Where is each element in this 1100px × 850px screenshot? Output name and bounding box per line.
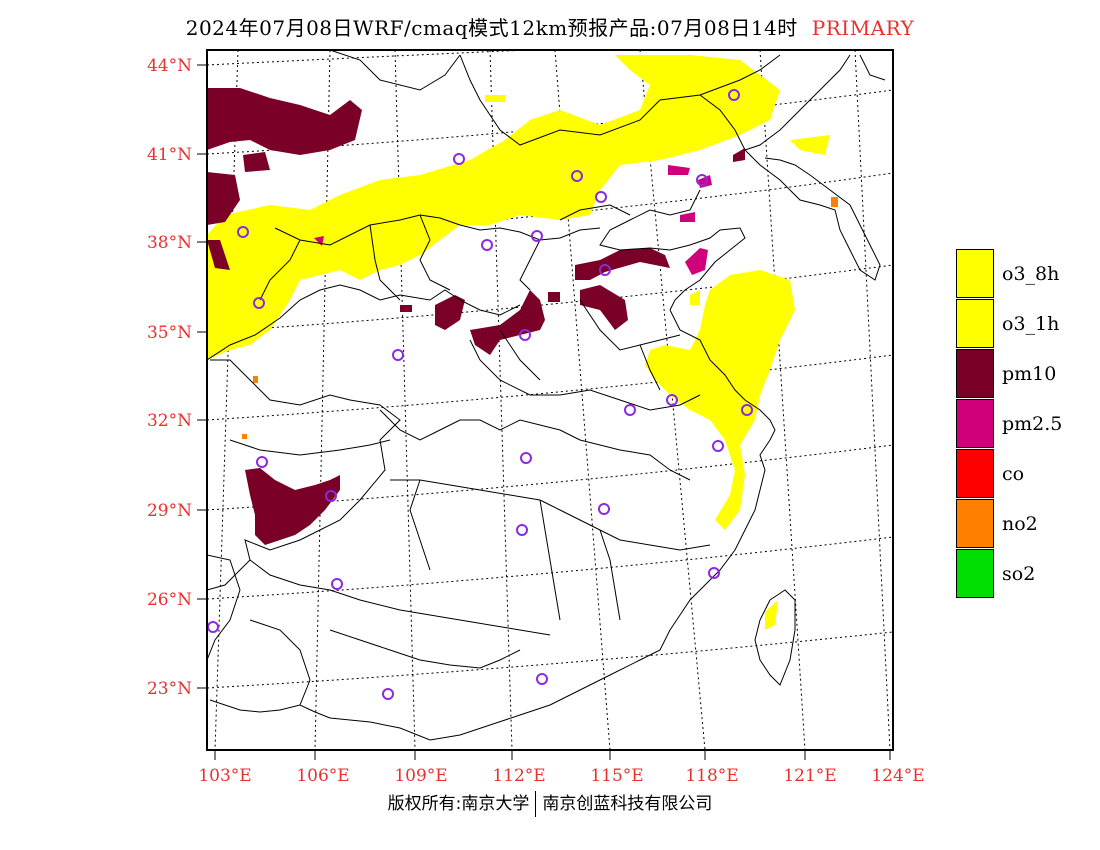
boundaries bbox=[207, 50, 886, 741]
legend-label: so2 bbox=[1002, 563, 1036, 585]
o3-region bbox=[207, 55, 830, 630]
legend-label: no2 bbox=[1002, 513, 1038, 535]
lon-label: 118°E bbox=[685, 766, 738, 786]
footer-right: 南京创蓝科技有限公司 bbox=[542, 794, 713, 814]
lat-label: 23°N bbox=[147, 679, 192, 699]
pm10-region bbox=[207, 88, 745, 545]
title-tag: PRIMARY bbox=[811, 16, 915, 40]
legend-swatch bbox=[956, 449, 994, 498]
legend-swatch bbox=[956, 249, 994, 298]
legend-swatch bbox=[956, 399, 994, 448]
legend-swatch bbox=[956, 499, 994, 548]
lon-label: 109°E bbox=[394, 766, 447, 786]
legend-label: o3_8h bbox=[1002, 263, 1060, 285]
lon-label: 124°E bbox=[871, 766, 924, 786]
lon-label: 121°E bbox=[783, 766, 836, 786]
copyright-footer: 版权所有:南京大学 南京创蓝科技有限公司 bbox=[0, 789, 1100, 817]
lat-label: 32°N bbox=[147, 411, 192, 431]
longitude-labels: 103°E 106°E 109°E 112°E 115°E 118°E 121°… bbox=[198, 766, 924, 786]
footer-separator bbox=[535, 791, 537, 817]
lon-label: 112°E bbox=[492, 766, 545, 786]
map-plot-area bbox=[207, 50, 893, 750]
lon-label: 103°E bbox=[198, 766, 251, 786]
lat-label: 26°N bbox=[147, 590, 192, 610]
tick-marks bbox=[197, 64, 891, 760]
legend-label: co bbox=[1002, 463, 1025, 485]
lat-label: 38°N bbox=[147, 233, 192, 253]
lat-label: 29°N bbox=[147, 501, 192, 521]
title-text: 2024年07月08日WRF/cmaq模式12km预报产品:07月08日14时 bbox=[185, 16, 798, 40]
lat-label: 41°N bbox=[147, 145, 192, 165]
legend-label: o3_1h bbox=[1002, 313, 1060, 335]
lon-label: 106°E bbox=[296, 766, 349, 786]
latitude-labels: 44°N 41°N 38°N 35°N 32°N 29°N 26°N 23°N bbox=[147, 56, 192, 699]
lat-label: 35°N bbox=[147, 323, 192, 343]
footer-left: 版权所有:南京大学 bbox=[387, 794, 530, 814]
no2-region bbox=[242, 197, 838, 439]
legend-swatch bbox=[956, 349, 994, 398]
legend-swatch bbox=[956, 549, 994, 598]
legend-label: pm2.5 bbox=[1002, 413, 1063, 435]
lat-label: 44°N bbox=[147, 56, 192, 76]
legend-swatch bbox=[956, 299, 994, 348]
map-frame bbox=[206, 49, 894, 751]
lon-label: 115°E bbox=[590, 766, 643, 786]
station-markers bbox=[207, 89, 753, 700]
legend-label: pm10 bbox=[1002, 363, 1057, 385]
chart-title: 2024年07月08日WRF/cmaq模式12km预报产品:07月08日14时 P… bbox=[0, 12, 1100, 41]
